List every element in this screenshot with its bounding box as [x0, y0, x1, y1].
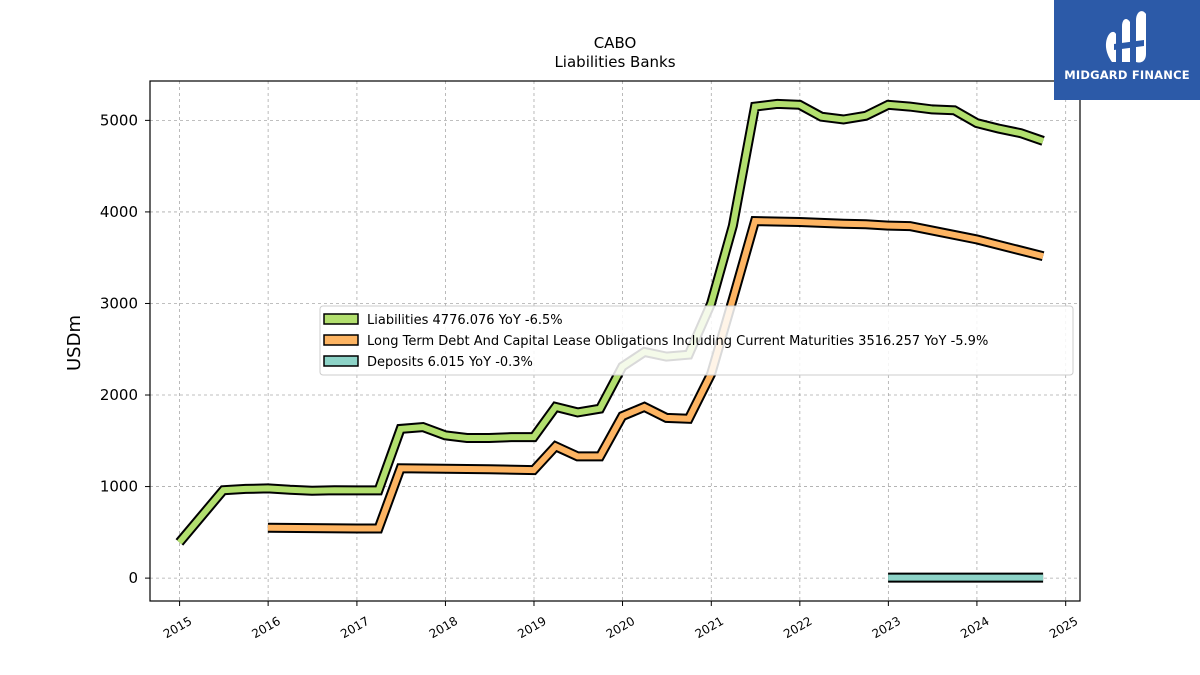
x-tick-label: 2018: [427, 614, 460, 641]
grid-lines: [150, 81, 1080, 601]
y-tick-label: 1000: [100, 478, 138, 496]
y-tick-label: 2000: [100, 386, 138, 404]
x-tick-label: 2019: [515, 614, 548, 641]
legend-box: [319, 305, 1074, 376]
x-tick-label: 2020: [604, 614, 637, 641]
y-tick-label: 0: [128, 569, 138, 587]
legend-swatch: [323, 313, 359, 325]
x-tick-label: 2021: [693, 614, 726, 641]
legend-swatch: [323, 355, 359, 367]
legend-label: Long Term Debt And Capital Lease Obligat…: [367, 334, 988, 349]
legend-swatch: [323, 334, 359, 346]
x-tick-label: 2024: [958, 614, 991, 641]
chart-subtitle: Liabilities Banks: [554, 53, 675, 71]
legend-label: Deposits 6.015 YoY -0.3%: [367, 355, 533, 370]
x-tick-label: 2017: [338, 614, 371, 641]
x-tick-label: 2022: [781, 614, 814, 641]
y-tick-label: 4000: [100, 203, 138, 221]
x-tick-label: 2023: [870, 614, 903, 641]
x-tick-label: 2015: [161, 614, 194, 641]
x-tick-label: 2025: [1047, 614, 1080, 641]
legend-label: Liabilities 4776.076 YoY -6.5%: [367, 313, 563, 328]
midgard-finance-logo: MIDGARD FINANCE: [1054, 0, 1200, 100]
midgard-logo-icon: [1105, 11, 1146, 63]
x-tick-label: 2016: [249, 614, 282, 641]
y-tick-label: 3000: [100, 294, 138, 312]
series-long-term-debt: [267, 216, 1045, 534]
series-line: [267, 218, 1044, 532]
plot-frame: [149, 80, 1081, 602]
logo-text: MIDGARD FINANCE: [1064, 68, 1190, 82]
chart-title: CABO: [594, 34, 637, 52]
y-axis-label: USDm: [64, 315, 85, 371]
y-tick-label: 5000: [100, 111, 138, 129]
legend: Liabilities 4776.076 YoY -6.5% Long Term …: [319, 305, 1074, 376]
